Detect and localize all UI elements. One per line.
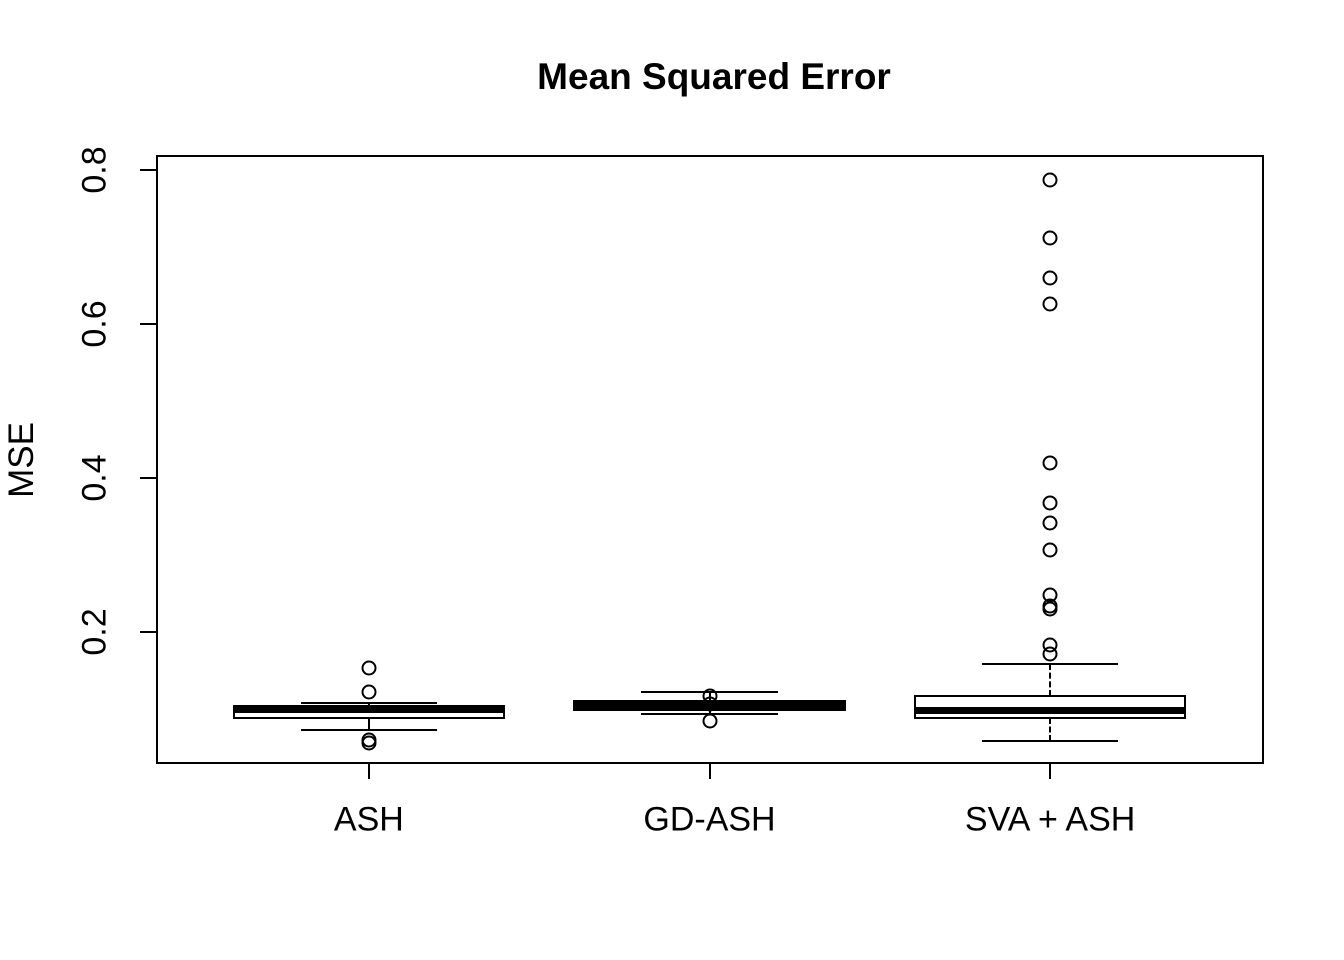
outlier-point bbox=[702, 713, 717, 729]
outlier-point bbox=[361, 684, 377, 700]
outlier-point bbox=[361, 660, 377, 676]
y-axis-label: MSE bbox=[2, 422, 41, 498]
y-tick-label: 0.4 bbox=[75, 454, 114, 502]
staple-lower bbox=[981, 739, 1119, 742]
outlier-point bbox=[1042, 542, 1058, 558]
whisker-upper bbox=[1049, 664, 1052, 696]
median-line bbox=[913, 707, 1187, 715]
y-tick-label: 0.6 bbox=[75, 300, 114, 348]
x-tick-label: ASH bbox=[333, 800, 404, 839]
whisker-lower bbox=[1049, 717, 1052, 741]
whisker-upper bbox=[367, 702, 370, 706]
outlier-point bbox=[1042, 172, 1058, 188]
staple-upper bbox=[981, 663, 1119, 666]
outlier-point bbox=[1042, 230, 1058, 246]
y-tick-label: 0.2 bbox=[75, 608, 114, 656]
outlier-point bbox=[1042, 646, 1058, 662]
y-tick bbox=[140, 631, 156, 634]
x-tick bbox=[708, 763, 711, 779]
outlier-point bbox=[702, 696, 717, 712]
chart-title: Mean Squared Error bbox=[537, 56, 891, 97]
y-tick-label: 0.8 bbox=[75, 146, 114, 194]
outlier-point bbox=[1042, 270, 1058, 286]
staple-lower bbox=[300, 728, 437, 731]
plot-area bbox=[156, 155, 1264, 764]
x-tick-label: GD-ASH bbox=[643, 800, 776, 839]
y-tick bbox=[140, 476, 156, 479]
median-line bbox=[232, 705, 506, 713]
outlier-point bbox=[1042, 601, 1058, 617]
x-tick-label: SVA + ASH bbox=[964, 800, 1136, 839]
y-tick bbox=[140, 322, 156, 325]
outlier-point bbox=[1042, 296, 1058, 312]
y-tick bbox=[140, 168, 156, 171]
x-tick bbox=[1049, 763, 1052, 779]
staple-upper bbox=[300, 701, 437, 704]
whisker-lower bbox=[367, 718, 370, 730]
outlier-point bbox=[1042, 495, 1058, 511]
outlier-point bbox=[1042, 515, 1058, 531]
x-tick bbox=[367, 763, 370, 779]
outlier-point bbox=[1042, 455, 1058, 471]
outlier-point bbox=[361, 735, 377, 751]
